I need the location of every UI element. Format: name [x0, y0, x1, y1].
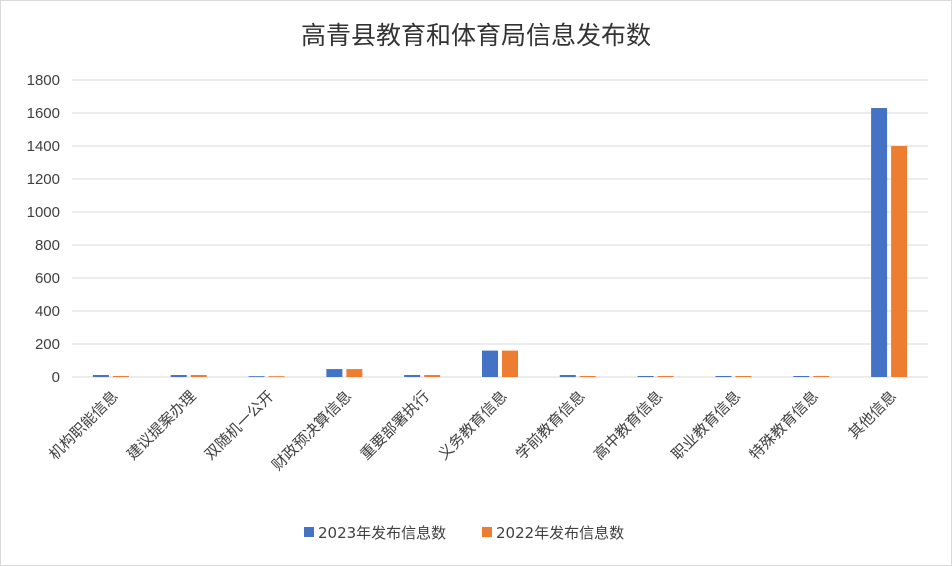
bar — [715, 376, 732, 377]
legend-swatch — [482, 527, 492, 537]
y-tick-label: 800 — [35, 237, 60, 254]
x-tick-label: 职业教育信息 — [668, 387, 744, 463]
x-tick-label: 财政预决算信息 — [268, 387, 355, 474]
x-tick-label: 机构职能信息 — [45, 387, 121, 463]
y-tick-label: 600 — [35, 270, 60, 287]
y-tick-label: 400 — [35, 303, 60, 320]
bar — [735, 376, 752, 377]
y-tick-label: 1000 — [27, 204, 60, 221]
bar — [559, 375, 576, 377]
bar — [248, 376, 265, 377]
bar — [92, 375, 109, 377]
legend-label: 2022年发布信息数 — [496, 524, 624, 542]
x-tick-label: 学前教育信息 — [512, 387, 588, 463]
x-tick-label: 高中教育信息 — [590, 387, 666, 463]
x-tick-label: 特殊教育信息 — [746, 387, 822, 463]
bar — [268, 376, 285, 377]
y-tick-label: 1400 — [27, 138, 60, 155]
x-tick-label: 义务教育信息 — [434, 387, 510, 463]
bar — [891, 146, 908, 377]
x-tick-label: 重要部署执行 — [357, 387, 433, 463]
bar — [657, 376, 674, 377]
bar — [170, 375, 187, 377]
bar — [112, 376, 129, 377]
bar — [793, 376, 810, 377]
bar — [424, 375, 441, 377]
bar — [813, 376, 830, 377]
x-tick-label: 建议提案办理 — [123, 387, 199, 463]
bar — [637, 376, 654, 377]
y-tick-label: 200 — [35, 336, 60, 353]
legend-swatch — [304, 527, 314, 537]
bar — [404, 375, 421, 377]
x-tick-label: 双随机一公开 — [201, 387, 277, 463]
y-tick-label: 1800 — [27, 72, 60, 89]
y-tick-label: 1200 — [27, 171, 60, 188]
bar — [871, 108, 888, 378]
x-tick-label: 其他信息 — [845, 387, 900, 442]
bar — [326, 369, 343, 377]
bar — [346, 369, 363, 377]
y-tick-label: 0 — [52, 369, 60, 386]
bar — [190, 375, 207, 377]
legend-label: 2023年发布信息数 — [318, 524, 446, 542]
chart-title: 高青县教育和体育局信息发布数 — [301, 21, 651, 50]
bar — [482, 350, 498, 377]
y-tick-label: 1600 — [27, 105, 60, 122]
bar — [579, 376, 596, 377]
bar — [502, 350, 518, 377]
